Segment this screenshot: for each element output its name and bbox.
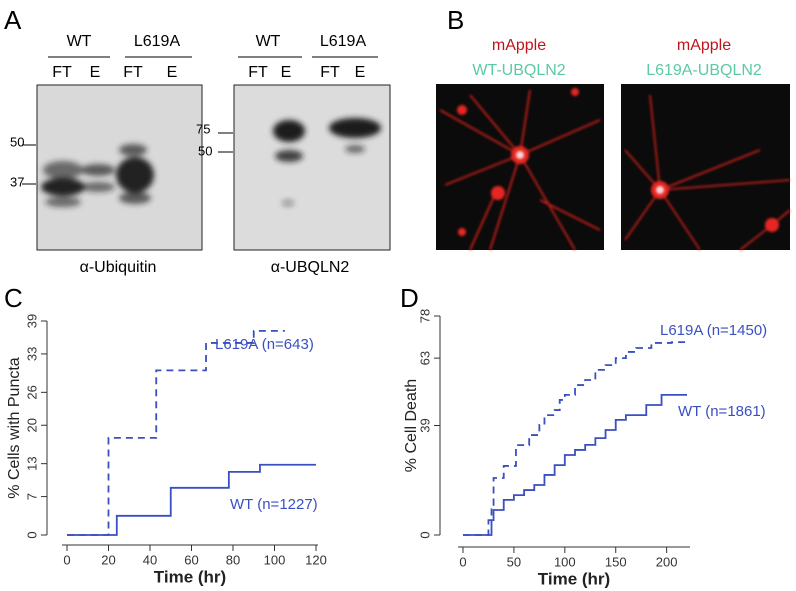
series-line bbox=[463, 341, 687, 536]
construct-label: WT-UBQLN2 bbox=[472, 62, 565, 79]
x-tick-label: 200 bbox=[656, 554, 678, 569]
lane-label: E bbox=[90, 64, 101, 81]
lane-label: FT bbox=[52, 64, 72, 81]
series-label: L619A (n=643) bbox=[215, 336, 314, 353]
lane-label: E bbox=[167, 64, 178, 81]
group-label: L619A bbox=[320, 33, 367, 50]
x-tick-label: 60 bbox=[184, 552, 198, 567]
y-tick-label: 0 bbox=[417, 531, 432, 538]
y-tick-label: 39 bbox=[417, 418, 432, 432]
y-tick-label: 7 bbox=[24, 493, 39, 500]
series-label: WT (n=1227) bbox=[230, 496, 318, 513]
series-line bbox=[67, 463, 316, 536]
lane-label: E bbox=[355, 64, 366, 81]
x-tick-label: 150 bbox=[605, 554, 627, 569]
lane-label: E bbox=[281, 64, 292, 81]
lane-label: FT bbox=[320, 64, 340, 81]
series-label: L619A (n=1450) bbox=[660, 322, 767, 339]
x-tick-label: 100 bbox=[264, 552, 286, 567]
series-line bbox=[463, 393, 687, 536]
panel-label: D bbox=[400, 283, 419, 313]
y-tick-label: 13 bbox=[24, 456, 39, 470]
micrograph bbox=[621, 84, 790, 250]
x-axis-title: Time (hr) bbox=[538, 569, 610, 588]
panel-label: B bbox=[447, 5, 464, 35]
blot-image bbox=[233, 84, 391, 251]
y-axis-title: % Cells with Puncta bbox=[6, 357, 23, 498]
lane-label: FT bbox=[123, 64, 143, 81]
y-tick-label: 33 bbox=[24, 347, 39, 361]
marker-label: 75 bbox=[196, 121, 210, 136]
y-tick-label: 78 bbox=[417, 309, 432, 323]
marker-label: 37 bbox=[10, 174, 24, 189]
x-tick-label: 100 bbox=[554, 554, 576, 569]
marker-label: 50 bbox=[10, 134, 24, 149]
x-tick-label: 40 bbox=[143, 552, 157, 567]
series-line bbox=[67, 329, 285, 536]
x-axis-title: Time (hr) bbox=[154, 567, 226, 586]
y-tick-label: 20 bbox=[24, 418, 39, 432]
stain-label: mApple bbox=[492, 37, 546, 54]
x-tick-label: 120 bbox=[305, 552, 327, 567]
x-tick-label: 0 bbox=[63, 552, 70, 567]
construct-label: L619A-UBQLN2 bbox=[646, 62, 762, 79]
y-tick-label: 26 bbox=[24, 385, 39, 399]
y-tick-label: 39 bbox=[24, 314, 39, 328]
antibody-label: α-UBQLN2 bbox=[271, 259, 350, 276]
x-tick-label: 0 bbox=[459, 554, 466, 569]
panel-label: C bbox=[4, 283, 23, 313]
antibody-label: α-Ubiquitin bbox=[80, 259, 157, 276]
y-axis-title: % Cell Death bbox=[403, 379, 420, 472]
stain-label: mApple bbox=[677, 37, 731, 54]
x-tick-label: 20 bbox=[101, 552, 115, 567]
blot-2: WT L619A FT E FT E 75 50 α-UBQLN2 bbox=[196, 33, 391, 276]
x-tick-label: 80 bbox=[226, 552, 240, 567]
y-tick-label: 63 bbox=[417, 351, 432, 365]
blot-1: WT L619A FT E FT E 50 37 α-Ubiquitin bbox=[10, 33, 203, 276]
group-label: WT bbox=[67, 33, 92, 50]
group-label: L619A bbox=[134, 33, 181, 50]
lane-label: FT bbox=[248, 64, 268, 81]
group-label: WT bbox=[256, 33, 281, 50]
series-label: WT (n=1861) bbox=[678, 403, 766, 420]
marker-label: 50 bbox=[198, 143, 212, 158]
x-tick-label: 50 bbox=[507, 554, 521, 569]
micrographs: mApple WT-UBQLN2 mApple L619A-UBQLN2 bbox=[436, 37, 791, 251]
panel-label: A bbox=[4, 5, 22, 35]
y-tick-label: 0 bbox=[24, 531, 39, 538]
